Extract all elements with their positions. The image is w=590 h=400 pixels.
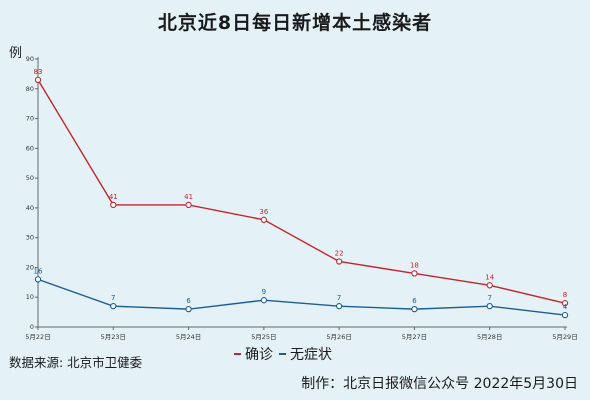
x-tick-label: 5月22日: [25, 333, 50, 341]
data-label: 9: [262, 288, 266, 296]
data-point: [110, 303, 117, 310]
data-label: 83: [34, 68, 43, 76]
y-tick-label: 70: [26, 115, 34, 123]
data-label: 16: [34, 267, 43, 275]
legend-label-asymptomatic: 无症状: [290, 347, 332, 363]
y-tick-label: 30: [26, 234, 34, 242]
legend: 确诊 无症状: [234, 344, 332, 364]
data-point: [335, 258, 343, 265]
data-point: [411, 270, 418, 277]
data-point: [185, 201, 192, 209]
y-tick-label: 90: [26, 55, 34, 63]
data-label: 41: [184, 193, 193, 201]
data-label: 6: [412, 297, 417, 305]
data-point: [260, 297, 268, 304]
legend-item-asymptomatic: 无症状: [279, 344, 332, 364]
data-point: [561, 300, 569, 307]
legend-swatch-asymptomatic: [279, 353, 286, 355]
data-label: 7: [111, 294, 115, 302]
source-note: 数据来源: 北京市卫健委: [9, 355, 143, 370]
series-line-confirmed: [37, 79, 566, 304]
data-point: [411, 305, 418, 313]
data-point: [335, 303, 343, 310]
y-tick-label: 40: [26, 204, 34, 212]
x-tick-label: 5月27日: [402, 333, 427, 341]
data-label: 18: [410, 261, 419, 269]
data-label: 8: [563, 291, 567, 299]
x-tick-label: 5月29日: [552, 333, 577, 341]
data-label: 36: [259, 208, 268, 216]
data-point: [486, 282, 493, 289]
legend-swatch-confirmed: [234, 353, 241, 355]
y-tick-label: 20: [26, 263, 34, 271]
x-tick-label: 5月26日: [326, 333, 351, 341]
data-point: [110, 201, 117, 209]
data-point: [561, 311, 569, 319]
legend-item-confirmed: 确诊: [234, 344, 273, 364]
data-label: 7: [487, 294, 491, 302]
legend-label-confirmed: 确诊: [245, 347, 273, 363]
y-tick-label: 50: [26, 174, 34, 182]
data-label: 6: [186, 297, 191, 305]
y-tick-label: 60: [26, 144, 34, 152]
data-label: 41: [109, 193, 118, 201]
x-tick-label: 5月28日: [477, 333, 502, 341]
data-point: [185, 305, 192, 313]
data-label: 14: [485, 273, 494, 281]
x-tick-label: 5月23日: [101, 333, 126, 341]
data-point: [34, 76, 42, 83]
chart-title: 北京近8日每日新增本土感染者: [157, 12, 433, 34]
y-tick-label: 10: [26, 293, 34, 301]
data-point: [34, 276, 42, 283]
data-point: [260, 216, 268, 223]
data-label: 22: [335, 249, 344, 257]
y-axis-label: 例: [9, 46, 23, 61]
y-tick-label: 80: [26, 85, 34, 93]
data-point: [486, 303, 493, 310]
data-label: 4: [563, 303, 568, 311]
credit-line: 制作：北京日报微信公众号 2022年5月30日: [301, 376, 578, 392]
series-line-asymptomatic: [37, 278, 566, 316]
data-label: 7: [337, 294, 341, 302]
x-tick-label: 5月25日: [251, 333, 276, 341]
y-tick-label: 0: [30, 323, 34, 331]
x-tick-label: 5月24日: [176, 333, 201, 341]
